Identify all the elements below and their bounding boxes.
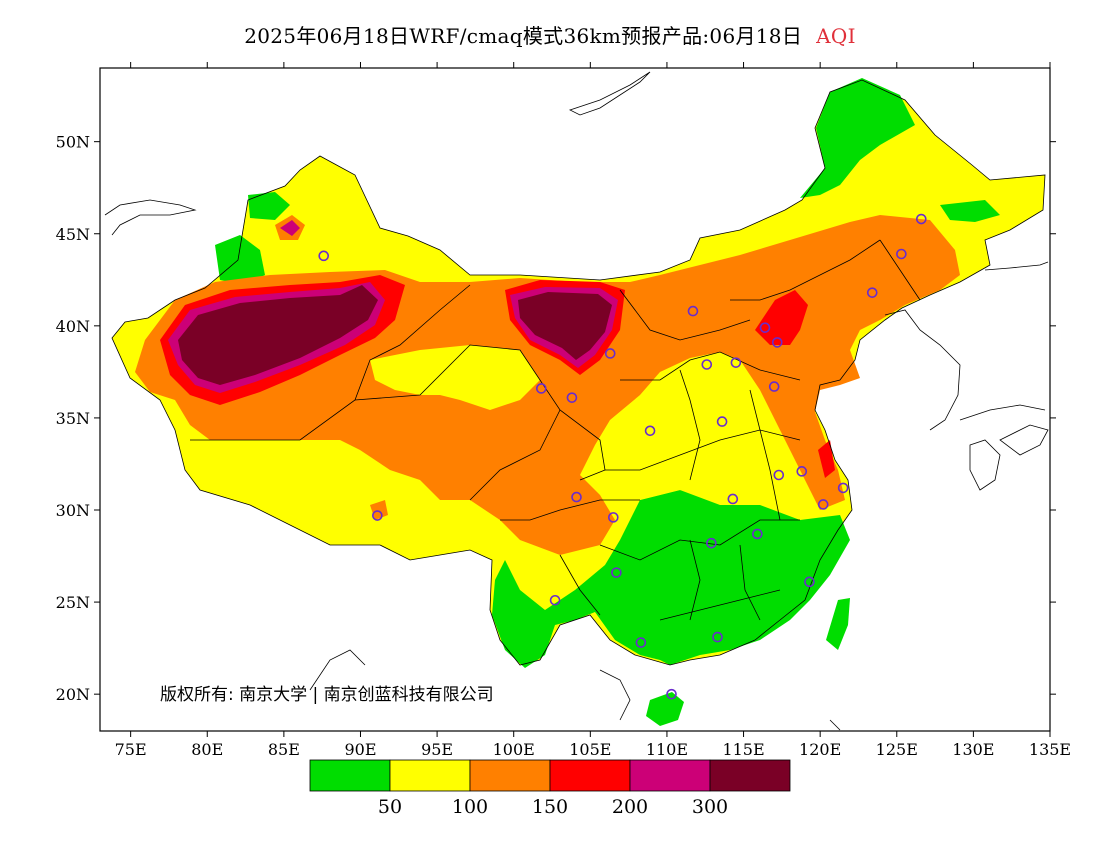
- x-tick-label: 125E: [876, 740, 918, 759]
- aqi-zone-maroon-inner-mongolia: [518, 292, 612, 360]
- x-tick-label: 100E: [493, 740, 535, 759]
- x-tick-label: 85E: [268, 740, 300, 759]
- legend-swatch: [389, 759, 471, 792]
- city-marker: [730, 357, 742, 368]
- x-tick-label: 135E: [1029, 740, 1071, 759]
- city-marker: [535, 383, 547, 394]
- x-tick-label: 75E: [115, 740, 147, 759]
- legend-label: 100: [452, 796, 488, 818]
- city-marker: [701, 359, 713, 370]
- legend-swatch: [629, 759, 711, 792]
- aqi-zone-magenta-nw-spot: [280, 220, 300, 236]
- city-marker: [752, 528, 763, 540]
- x-tick-label: 80E: [191, 740, 223, 759]
- x-tick-label: 130E: [952, 740, 994, 759]
- city-marker: [866, 287, 878, 298]
- aqi-zone-green-taiwan: [826, 598, 850, 650]
- aqi-legend: 50 100 150 200 300: [309, 759, 791, 818]
- x-axis: 75E 80E 85E 90E 95E 100E 105E 110E 115E 120E 125E 1…: [115, 62, 1071, 759]
- x-tick-label: 110E: [646, 740, 688, 759]
- city-marker: [915, 213, 927, 225]
- city-marker: [372, 510, 383, 521]
- x-tick-label: 120E: [799, 740, 841, 759]
- city-marker: [687, 305, 699, 317]
- city-marker: [759, 322, 771, 333]
- city-marker: [644, 425, 656, 437]
- city-marker: [318, 250, 330, 262]
- city-marker: [608, 512, 619, 523]
- aqi-zone-green-northwest: [248, 192, 290, 220]
- coastlines: [104, 71, 1049, 731]
- legend-swatch: [309, 759, 391, 792]
- legend-label: 150: [532, 796, 568, 818]
- aqi-zone-green-south: [492, 490, 850, 668]
- province-borders: [111, 79, 1046, 666]
- x-tick-label: 95E: [421, 740, 453, 759]
- aqi-zone-green-northeast: [800, 78, 915, 198]
- aqi-zone-green-west: [215, 235, 265, 285]
- legend-swatch: [469, 759, 551, 792]
- city-marker: [706, 537, 717, 549]
- plot-frame: [99, 67, 1051, 732]
- aqi-zone-maroon-taklimakan: [178, 285, 378, 385]
- city-marker: [549, 594, 561, 606]
- legend-swatch: [709, 759, 791, 792]
- city-marker: [727, 493, 739, 505]
- city-marker: [716, 416, 728, 427]
- city-marker: [611, 567, 622, 578]
- city-marker: [666, 688, 677, 700]
- y-tick-label: 40N: [56, 317, 90, 336]
- aqi-zone-orange-tibet-spot: [370, 500, 388, 520]
- y-tick-label: 25N: [56, 593, 90, 612]
- aqi-zone-green-hainan: [646, 692, 684, 726]
- city-marker: [635, 637, 647, 648]
- city-marker: [768, 381, 780, 392]
- y-axis: 20N 25N 30N 35N 40N 45N 50N: [56, 133, 1056, 704]
- legend-swatch: [549, 759, 631, 792]
- legend-label: 50: [378, 796, 402, 818]
- city-marker: [566, 392, 578, 403]
- city-marker: [817, 499, 829, 510]
- y-tick-label: 35N: [56, 409, 90, 428]
- aqi-zone-green-east: [940, 200, 1000, 222]
- legend-label: 300: [692, 796, 728, 818]
- city-markers: [318, 213, 927, 700]
- aqi-zone-yellow-qinghai: [370, 345, 540, 410]
- city-marker: [771, 337, 783, 348]
- city-marker: [604, 348, 616, 359]
- y-tick-label: 20N: [56, 685, 90, 704]
- title-variable: AQI: [816, 24, 856, 48]
- copyright-text: 版权所有: 南京大学 | 南京创蓝科技有限公司: [160, 685, 494, 705]
- y-tick-label: 50N: [56, 133, 90, 152]
- x-tick-label: 115E: [722, 740, 764, 759]
- y-tick-label: 30N: [56, 501, 90, 520]
- city-marker: [837, 482, 849, 494]
- y-tick-label: 45N: [56, 225, 90, 244]
- city-marker: [804, 576, 815, 588]
- title-main: 2025年06月18日WRF/cmaq模式36km预报产品:06月18日: [244, 24, 803, 48]
- aqi-zone-red-jiangsu: [818, 440, 835, 478]
- city-marker: [896, 248, 907, 260]
- map-title: 2025年06月18日WRF/cmaq模式36km预报产品:06月18日 AQI: [0, 20, 1100, 49]
- legend-label: 200: [612, 796, 648, 818]
- city-marker: [571, 491, 582, 503]
- city-marker: [796, 466, 808, 477]
- city-marker: [773, 469, 785, 481]
- x-tick-label: 90E: [344, 740, 376, 759]
- city-marker: [712, 631, 723, 643]
- x-tick-label: 105E: [569, 740, 611, 759]
